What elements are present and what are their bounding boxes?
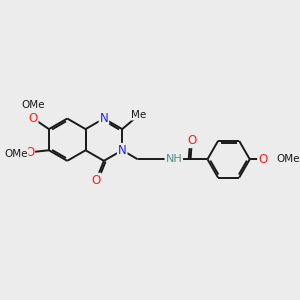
Text: methoxy: methoxy [30, 104, 36, 106]
Text: O: O [187, 134, 196, 147]
Text: OMe: OMe [276, 154, 300, 164]
Text: OMe: OMe [4, 148, 28, 159]
Text: O: O [258, 153, 267, 166]
Text: N: N [118, 144, 127, 157]
Text: NH: NH [165, 154, 182, 164]
Text: O: O [92, 174, 101, 187]
Text: methoxy: methoxy [30, 104, 36, 106]
Text: O: O [25, 146, 34, 159]
Text: N: N [100, 112, 108, 125]
Text: Me: Me [131, 110, 147, 120]
Text: O: O [28, 112, 38, 125]
Text: OMe: OMe [21, 100, 45, 110]
